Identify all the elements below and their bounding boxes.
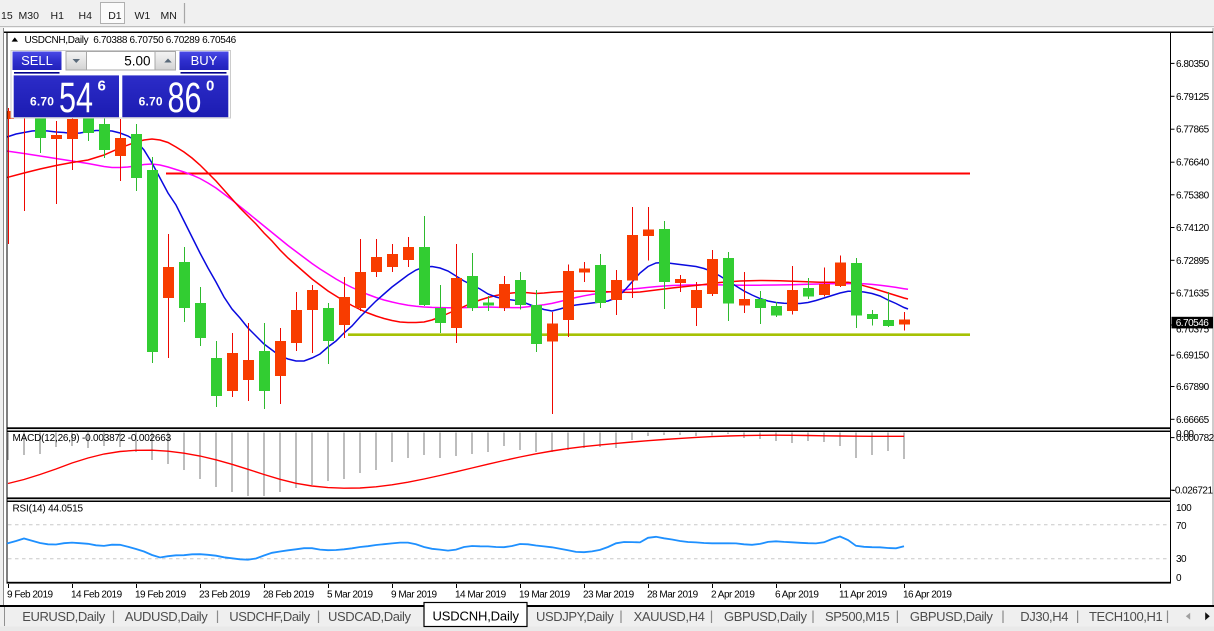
svg-text:6.67890: 6.67890 (1176, 382, 1210, 393)
svg-text:86: 86 (168, 74, 202, 122)
svg-text:MACD(12,26,9) -0.003872 -0.002: MACD(12,26,9) -0.003872 -0.002663 (13, 433, 172, 444)
svg-text:28 Feb 2019: 28 Feb 2019 (263, 590, 315, 601)
svg-text:USDCAD,Daily: USDCAD,Daily (328, 609, 412, 624)
svg-text:70: 70 (1176, 521, 1187, 532)
svg-text:RSI(14) 44.0515: RSI(14) 44.0515 (13, 504, 84, 515)
svg-text:5 Mar 2019: 5 Mar 2019 (327, 590, 374, 601)
svg-text:TECH100,H1: TECH100,H1 (1089, 609, 1162, 624)
svg-text:H4: H4 (79, 10, 93, 22)
svg-text:16 Apr 2019: 16 Apr 2019 (903, 590, 952, 601)
svg-text:XAUUSD,H4: XAUUSD,H4 (634, 609, 705, 624)
svg-text:0: 0 (206, 78, 214, 95)
svg-text:SP500,M15: SP500,M15 (825, 609, 890, 624)
svg-text:30: 30 (1176, 554, 1187, 565)
svg-text:11 Apr 2019: 11 Apr 2019 (839, 590, 888, 601)
svg-text:6 Apr 2019: 6 Apr 2019 (775, 590, 819, 601)
svg-text:H1: H1 (51, 10, 65, 22)
svg-text:14 Feb 2019: 14 Feb 2019 (71, 590, 123, 601)
svg-text:AUDUSD,Daily: AUDUSD,Daily (125, 609, 209, 624)
svg-text:6: 6 (98, 78, 106, 95)
svg-text:14 Mar 2019: 14 Mar 2019 (455, 590, 507, 601)
svg-text:6.70375: 6.70375 (1176, 325, 1210, 336)
svg-text:6.80350: 6.80350 (1176, 59, 1210, 70)
svg-text:DJ30,H4: DJ30,H4 (1020, 609, 1068, 624)
svg-text:2 Apr 2019: 2 Apr 2019 (711, 590, 755, 601)
svg-text:0.000782: 0.000782 (1176, 433, 1214, 444)
svg-text:100: 100 (1176, 503, 1192, 514)
svg-text:15: 15 (1, 10, 13, 22)
svg-text:USDCNH,Daily 6.70388 6.70750: USDCNH,Daily 6.70388 6.70750 6.70289 6.7… (25, 35, 237, 46)
svg-text:0.00: 0.00 (1176, 429, 1194, 440)
svg-text:6.72895: 6.72895 (1176, 256, 1210, 267)
svg-text:6.70: 6.70 (30, 95, 54, 109)
svg-text:6.70546: 6.70546 (1176, 318, 1210, 329)
svg-text:BUY: BUY (191, 53, 218, 68)
svg-text:M30: M30 (19, 10, 40, 22)
svg-text:MN: MN (161, 10, 177, 22)
svg-text:USDJPY,Daily: USDJPY,Daily (536, 609, 614, 624)
svg-text:6.76640: 6.76640 (1176, 158, 1210, 169)
svg-text:6.75380: 6.75380 (1176, 190, 1210, 201)
svg-text:USDCNH,Daily: USDCNH,Daily (433, 609, 520, 624)
svg-text:6.69150: 6.69150 (1176, 351, 1210, 362)
svg-text:GBPUSD,Daily: GBPUSD,Daily (910, 609, 994, 624)
svg-text:EURUSD,Daily: EURUSD,Daily (22, 609, 106, 624)
svg-text:6.79125: 6.79125 (1176, 92, 1210, 103)
svg-text:19 Feb 2019: 19 Feb 2019 (135, 590, 187, 601)
svg-text:23 Feb 2019: 23 Feb 2019 (199, 590, 251, 601)
svg-text:6.71635: 6.71635 (1176, 289, 1210, 300)
svg-text:6.66665: 6.66665 (1176, 415, 1210, 426)
svg-text:9 Mar 2019: 9 Mar 2019 (391, 590, 438, 601)
svg-text:6.70: 6.70 (139, 95, 163, 109)
svg-text:GBPUSD,Daily: GBPUSD,Daily (724, 609, 808, 624)
svg-text:USDCHF,Daily: USDCHF,Daily (229, 609, 310, 624)
svg-text:-0.026721: -0.026721 (1172, 486, 1213, 497)
svg-text:6.77865: 6.77865 (1176, 125, 1210, 136)
svg-text:54: 54 (59, 74, 93, 122)
svg-text:9 Feb 2019: 9 Feb 2019 (7, 590, 54, 601)
svg-text:28 Mar 2019: 28 Mar 2019 (647, 590, 699, 601)
svg-text:6.74120: 6.74120 (1176, 223, 1210, 234)
svg-text:SELL: SELL (21, 53, 53, 68)
svg-text:0: 0 (1176, 573, 1182, 584)
svg-text:5.00: 5.00 (124, 54, 150, 69)
svg-text:23 Mar 2019: 23 Mar 2019 (583, 590, 635, 601)
svg-text:D1: D1 (108, 10, 122, 22)
svg-text:W1: W1 (135, 10, 151, 22)
svg-text:19 Mar 2019: 19 Mar 2019 (519, 590, 571, 601)
